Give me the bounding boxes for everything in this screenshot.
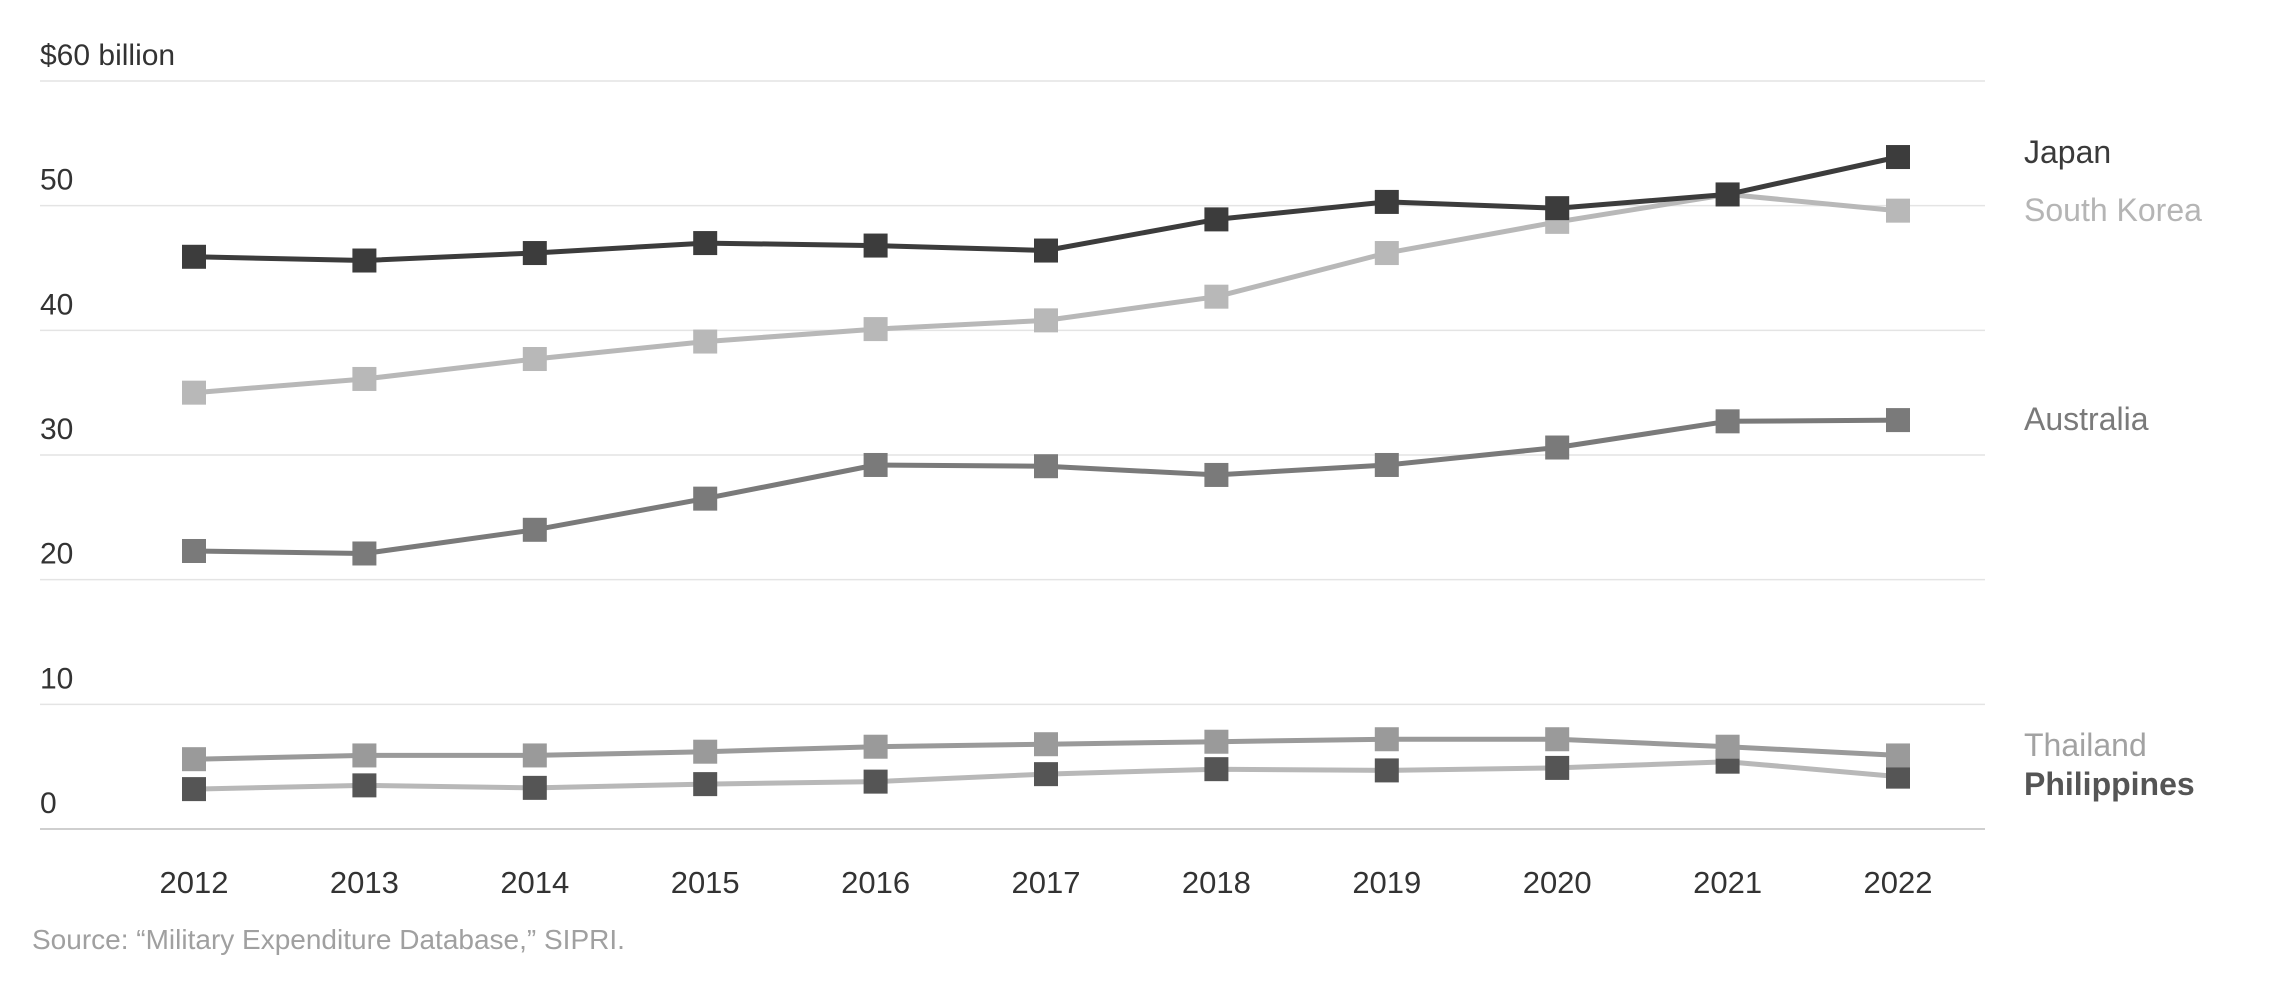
series-label-thailand: Thailand — [2024, 727, 2147, 763]
data-point-south-korea — [1374, 241, 1399, 266]
data-point-australia — [182, 538, 206, 563]
data-point-japan — [352, 248, 377, 273]
data-point-south-korea — [693, 329, 718, 354]
data-point-philippines — [182, 777, 206, 802]
x-tick-label: 2017 — [1012, 865, 1081, 900]
x-tick-label: 2014 — [500, 865, 569, 900]
data-point-philippines — [352, 773, 377, 798]
series-philippines — [182, 749, 1910, 802]
data-point-philippines — [1034, 762, 1058, 787]
data-point-japan — [522, 241, 547, 266]
x-tick-label: 2013 — [330, 865, 399, 900]
x-tick-label: 2021 — [1693, 865, 1762, 900]
x-tick-label: 2012 — [160, 865, 229, 900]
x-tick-label: 2020 — [1523, 865, 1592, 900]
series-japan — [182, 145, 1910, 273]
x-tick-label: 2015 — [671, 865, 740, 900]
data-point-philippines — [1204, 757, 1229, 782]
data-point-philippines — [1374, 758, 1399, 783]
data-point-australia — [1204, 462, 1229, 487]
data-point-australia — [1034, 454, 1058, 479]
series-label-australia: Australia — [2024, 401, 2149, 437]
data-point-south-korea — [522, 347, 547, 372]
y-tick-label: 40 — [40, 288, 73, 321]
x-tick-label: 2019 — [1352, 865, 1421, 900]
data-point-thailand — [352, 743, 377, 768]
data-point-philippines — [522, 775, 547, 800]
data-point-australia — [522, 517, 547, 542]
y-tick-label: $60 billion — [40, 39, 175, 72]
data-point-australia — [1886, 408, 1910, 433]
data-point-thailand — [1715, 734, 1740, 759]
data-point-south-korea — [863, 317, 888, 342]
x-tick-label: 2022 — [1864, 865, 1933, 900]
data-point-japan — [693, 231, 718, 256]
source-note: Source: “Military Expenditure Database,”… — [32, 924, 625, 955]
data-point-south-korea — [1204, 284, 1229, 309]
y-tick-label: 0 — [40, 787, 57, 820]
series-line-south-korea — [191, 191, 1901, 396]
data-point-australia — [1374, 452, 1399, 477]
data-point-south-korea — [182, 380, 206, 405]
data-point-thailand — [1545, 727, 1570, 752]
x-tick-label: 2016 — [841, 865, 910, 900]
data-point-australia — [1545, 435, 1570, 460]
data-point-japan — [863, 233, 888, 258]
series-lines — [182, 145, 1910, 802]
gridlines — [40, 80, 1985, 830]
data-point-japan — [1545, 196, 1570, 221]
data-point-japan — [182, 244, 206, 269]
series-line-australia — [191, 417, 1901, 556]
series-label-south-korea: South Korea — [2024, 192, 2202, 228]
x-axis-ticks: 2012 2013 2014 2015 2016 2017 2018 2019 2020 2021… — [160, 865, 1933, 900]
data-point-australia — [352, 541, 377, 566]
y-tick-label: 30 — [40, 413, 73, 446]
data-point-japan — [1374, 189, 1399, 214]
data-point-south-korea — [352, 366, 377, 391]
y-tick-label: 20 — [40, 538, 73, 571]
data-point-japan — [1886, 145, 1910, 170]
data-point-thailand — [182, 747, 206, 772]
series-thailand — [182, 727, 1910, 772]
series-labels: Australia South Korea Japan ThailandPhilipp… — [2024, 134, 2202, 802]
x-tick-label: 2018 — [1182, 865, 1251, 900]
data-point-thailand — [1204, 729, 1229, 754]
data-point-australia — [1715, 409, 1740, 434]
data-point-australia — [693, 486, 718, 511]
data-point-thailand — [863, 734, 888, 759]
data-point-philippines — [693, 772, 718, 797]
data-point-south-korea — [1034, 308, 1058, 333]
data-point-philippines — [863, 769, 888, 794]
data-point-thailand — [522, 743, 547, 768]
data-point-south-korea — [1886, 198, 1910, 223]
y-tick-label: 50 — [40, 164, 73, 197]
data-point-japan — [1034, 238, 1058, 263]
data-point-japan — [1204, 207, 1229, 232]
data-point-philippines — [1886, 764, 1910, 789]
data-point-australia — [863, 452, 888, 477]
data-point-thailand — [1374, 727, 1399, 752]
data-point-thailand — [1034, 732, 1058, 757]
series-label-japan: Japan — [2024, 134, 2111, 170]
y-tick-label: 10 — [40, 662, 73, 695]
y-axis-ticks: 0 10 20 30 40 50 $60 billion — [40, 39, 175, 820]
data-point-japan — [1715, 182, 1740, 207]
data-point-thailand — [1886, 743, 1910, 768]
series-label-philippines: Philippines — [2024, 766, 2195, 802]
series-australia — [182, 408, 1910, 566]
series-south-korea — [182, 182, 1910, 405]
data-point-philippines — [1545, 755, 1570, 780]
data-point-thailand — [693, 739, 718, 764]
